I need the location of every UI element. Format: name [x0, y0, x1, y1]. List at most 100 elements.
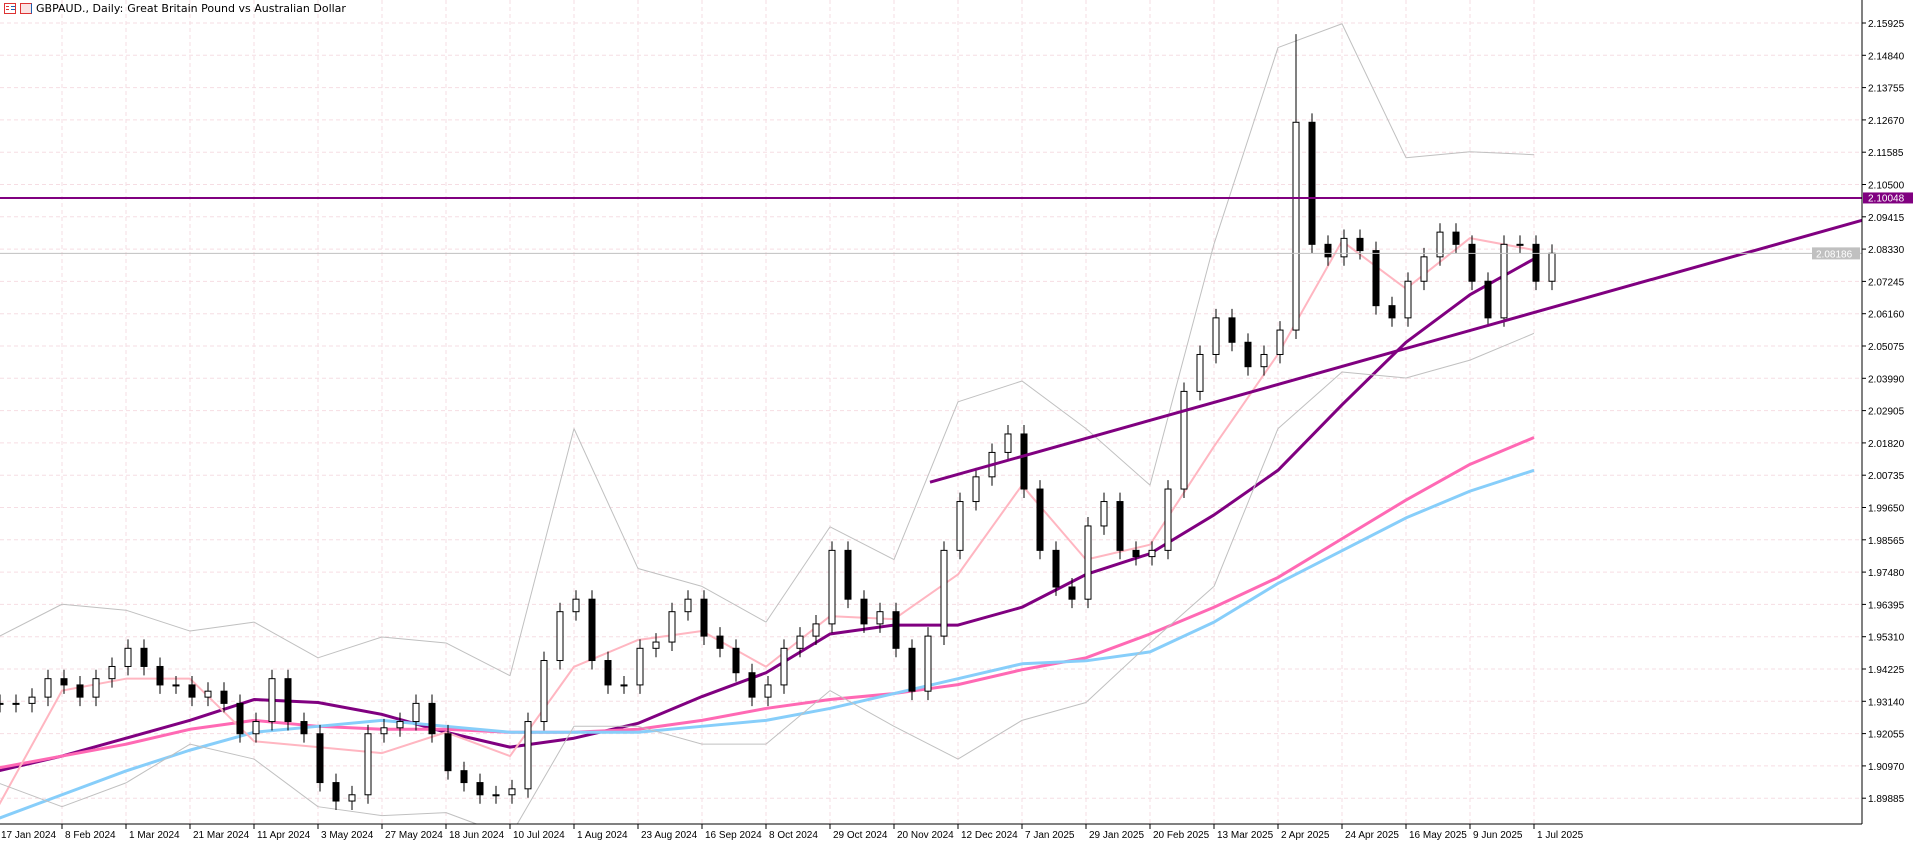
candle-bear: [1020, 433, 1028, 490]
candle-bull: [780, 647, 788, 686]
price-tick-label: 2.11585: [1868, 148, 1904, 159]
price-tick-label: 2.13755: [1868, 84, 1905, 95]
candle-bear: [460, 770, 468, 784]
candle-bear: [220, 690, 228, 704]
time-tick-label: 11 Apr 2024: [257, 830, 311, 841]
candle-bear: [236, 702, 244, 735]
candle-bear: [700, 598, 708, 637]
time-tick-label: 9 Jun 2025: [1473, 830, 1523, 841]
candle-bear: [140, 647, 148, 667]
time-tick-label: 8 Oct 2024: [769, 830, 818, 841]
price-tick-label: 1.92055: [1868, 730, 1905, 741]
candle-bull: [1516, 243, 1524, 246]
candle-bear: [604, 660, 612, 686]
candle-bull: [12, 702, 20, 705]
candle-bear: [1036, 488, 1044, 551]
time-axis-bg: [0, 824, 1862, 843]
candle-bear: [860, 598, 868, 625]
candle-bull: [956, 501, 964, 551]
price-tick-label: 2.08330: [1868, 245, 1905, 256]
candle-bull: [540, 660, 548, 723]
candle-bear: [1228, 317, 1236, 343]
candle-bull: [1436, 231, 1444, 258]
candle-bull: [1164, 488, 1172, 551]
time-tick-label: 23 Aug 2024: [641, 830, 698, 841]
candle-bull: [1292, 121, 1300, 331]
candle-bear: [1452, 231, 1460, 245]
ma-pink-line: [0, 436, 1535, 770]
time-tick-label: 10 Jul 2024: [513, 830, 565, 841]
candle-bear: [1532, 243, 1540, 282]
candle-bear: [1324, 243, 1332, 258]
candle-bull: [876, 611, 884, 625]
candle-bull: [0, 702, 4, 705]
candle-bull: [268, 678, 276, 723]
candle-bear: [748, 672, 756, 698]
time-tick-label: 21 Mar 2024: [193, 830, 250, 841]
horizontal-level-label: 2.10048: [1868, 193, 1905, 204]
ma-purple-line: [0, 257, 1535, 773]
candle-bear: [908, 647, 916, 692]
symbol-title: GBPAUD., Daily:: [36, 2, 124, 15]
horizontal-level-label-bg: [1863, 192, 1913, 204]
time-tick-label: 16 May 2025: [1409, 830, 1467, 841]
time-tick-label: 17 Jan 2024: [1, 830, 56, 841]
time-tick-label: 12 Dec 2024: [961, 830, 1018, 841]
candle-bull: [652, 641, 660, 649]
candle-bull: [1500, 243, 1508, 319]
chart-list-icon[interactable]: [4, 3, 16, 14]
candle-bear: [60, 678, 68, 686]
candle-bull: [1276, 329, 1284, 355]
candle-bear: [1484, 280, 1492, 319]
time-tick-label: 8 Feb 2024: [65, 830, 116, 841]
candle-bull: [796, 635, 804, 649]
candle-bear: [844, 549, 852, 600]
price-tick-label: 2.05075: [1868, 342, 1905, 353]
band-lower-line: [0, 332, 1535, 837]
candle-bull: [92, 678, 100, 698]
price-tick-label: 2.01820: [1868, 439, 1905, 450]
time-tick-label: 1 Jul 2025: [1537, 830, 1584, 841]
current-price-label-bg: [1812, 247, 1860, 260]
price-tick-label: 2.07245: [1868, 277, 1905, 288]
candle-bull: [764, 684, 772, 698]
candle-bull: [1212, 317, 1220, 355]
candle-bull: [1404, 280, 1412, 319]
time-tick-label: 13 Mar 2025: [1217, 830, 1274, 841]
time-tick-label: 16 Sep 2024: [705, 830, 762, 841]
time-tick-label: 2 Apr 2025: [1281, 830, 1330, 841]
candle-bull: [1548, 252, 1556, 282]
candle-bull: [1100, 501, 1108, 527]
chart-title: GBPAUD., Daily: Great Britain Pound vs A…: [4, 2, 346, 15]
candle-bear: [332, 782, 340, 802]
candle-bear: [1388, 305, 1396, 319]
candle-bull: [1004, 433, 1012, 453]
time-tick-label: 27 May 2024: [385, 830, 443, 841]
time-tick-label: 7 Jan 2025: [1025, 830, 1075, 841]
candle-bear: [428, 702, 436, 735]
candle-bear: [1068, 586, 1076, 600]
candle-bull: [492, 794, 500, 797]
price-tick-label: 1.98565: [1868, 536, 1905, 547]
candle-bear: [76, 684, 84, 698]
candle-bull: [1420, 256, 1428, 282]
price-tick-label: 1.97480: [1868, 568, 1905, 579]
price-tick-label: 2.10500: [1868, 181, 1905, 192]
candle-bear: [716, 635, 724, 649]
candle-bull: [1196, 353, 1204, 392]
candle-bull: [524, 721, 532, 790]
candle-bull: [204, 690, 212, 698]
candle-bear: [1132, 549, 1140, 558]
candle-bull: [812, 623, 820, 637]
price-axis-bg: [1862, 0, 1914, 843]
price-tick-label: 2.15925: [1868, 19, 1905, 30]
candle-bull: [252, 721, 260, 735]
time-tick-label: 29 Jan 2025: [1089, 830, 1144, 841]
chart-template-icon[interactable]: [20, 3, 32, 14]
candle-bull: [940, 549, 948, 637]
time-tick-label: 1 Mar 2024: [129, 830, 180, 841]
candle-bull: [924, 635, 932, 692]
candle-bull: [412, 702, 420, 723]
candle-bull: [1180, 390, 1188, 490]
